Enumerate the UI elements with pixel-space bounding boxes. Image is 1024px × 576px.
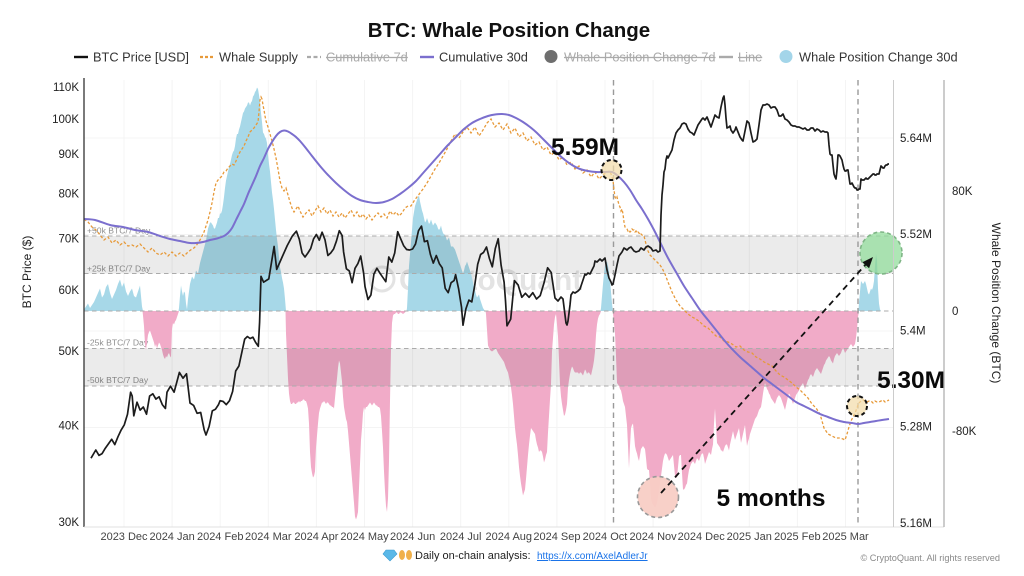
svg-text:5.16M: 5.16M [900,518,932,530]
svg-text:5.4M: 5.4M [900,326,926,338]
svg-text:30K: 30K [59,517,80,529]
svg-text:5.64M: 5.64M [900,133,932,145]
svg-text:2024 Mar: 2024 Mar [245,531,292,543]
svg-text:100K: 100K [52,114,79,126]
svg-text:2024 Feb: 2024 Feb [197,531,243,543]
svg-text:2024 May: 2024 May [340,531,389,543]
svg-text:-25k BTC/7 Day: -25k BTC/7 Day [87,338,149,348]
svg-text:2024 Nov: 2024 Nov [630,531,678,543]
svg-text:Line: Line [738,50,762,65]
svg-text:80K: 80K [952,186,973,198]
svg-text:2024 Jul: 2024 Jul [440,531,482,543]
svg-text:5 months: 5 months [717,485,826,512]
svg-text:0: 0 [952,306,958,318]
svg-text:40K: 40K [59,421,80,433]
svg-text:2023 Dec: 2023 Dec [100,531,148,543]
svg-text:https://x.com/AxelAdlerJr: https://x.com/AxelAdlerJr [537,551,648,562]
svg-text:2024 Apr: 2024 Apr [294,531,338,543]
svg-text:2024 Aug: 2024 Aug [486,531,533,543]
svg-text:2024 Jan: 2024 Jan [149,531,194,543]
svg-text:2025 Jan: 2025 Jan [727,531,772,543]
svg-text:5.59M: 5.59M [551,134,619,161]
svg-text:5.28M: 5.28M [900,422,932,434]
svg-text:+25k BTC/7 Day: +25k BTC/7 Day [87,264,151,274]
svg-text:2024 Sep: 2024 Sep [533,531,580,543]
svg-text:BTC Price [USD]: BTC Price [USD] [93,50,189,65]
svg-text:80K: 80K [59,189,80,201]
svg-text:90K: 90K [59,149,80,161]
svg-text:BTC: Whale Position Change: BTC: Whale Position Change [368,19,650,42]
svg-text:Whale Position Change 30d: Whale Position Change 30d [799,50,958,65]
svg-text:5.52M: 5.52M [900,229,932,241]
svg-text:2024 Jun: 2024 Jun [390,531,435,543]
svg-text:70K: 70K [59,233,80,245]
svg-text:50K: 50K [59,346,80,358]
svg-text:Daily on-chain analysis:: Daily on-chain analysis: [415,550,531,562]
svg-text:60K: 60K [59,285,80,297]
svg-text:Whale Supply: Whale Supply [219,50,299,65]
svg-text:BTC Price ($): BTC Price ($) [20,236,34,309]
svg-text:-50k BTC/7 Day: -50k BTC/7 Day [87,375,149,385]
svg-text:2025 Feb: 2025 Feb [774,531,820,543]
svg-text:Cumulative 30d: Cumulative 30d [439,50,528,65]
svg-text:-80K: -80K [952,426,977,438]
svg-text:Cumulative 7d: Cumulative 7d [326,50,408,65]
svg-text:© CryptoQuant. All rights rese: © CryptoQuant. All rights reserved [860,553,1000,563]
svg-text:Whale Position Change 7d: Whale Position Change 7d [564,50,716,65]
svg-text:2024 Dec: 2024 Dec [678,531,726,543]
svg-text:110K: 110K [53,82,79,94]
svg-text:Whale Position Change (BTC): Whale Position Change (BTC) [989,223,1003,384]
svg-text:5.30M: 5.30M [877,367,945,394]
svg-text:2025 Mar: 2025 Mar [822,531,869,543]
svg-text:+50k BTC/7 Day: +50k BTC/7 Day [87,226,151,236]
svg-text:2024 Oct: 2024 Oct [583,531,628,543]
